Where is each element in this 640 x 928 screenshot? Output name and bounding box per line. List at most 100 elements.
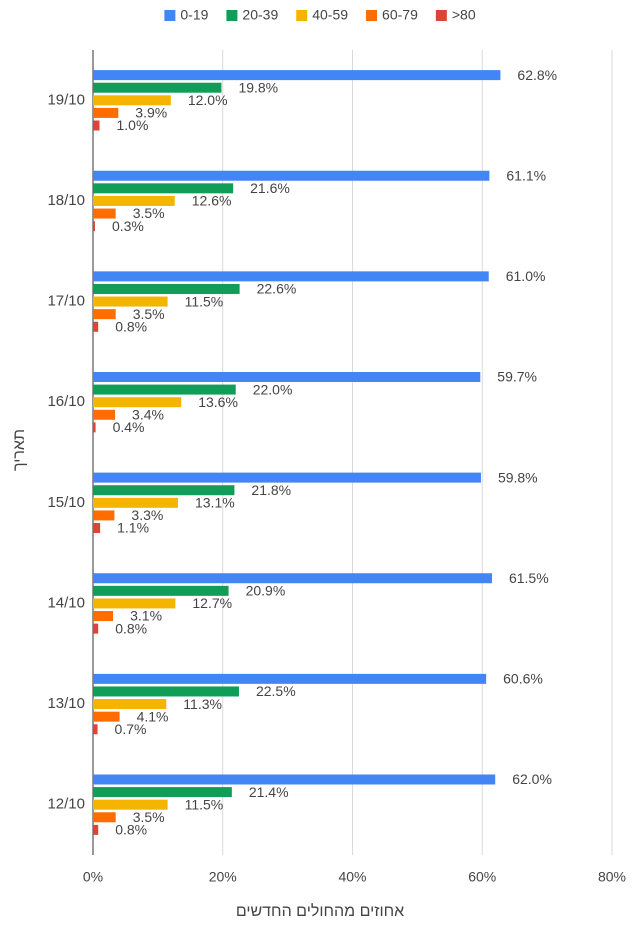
data-label: 0.3% bbox=[112, 218, 144, 234]
legend-swatch bbox=[226, 10, 238, 21]
y-tick-label: 13/10 bbox=[47, 695, 85, 712]
bar bbox=[93, 472, 481, 483]
data-label: 60.6% bbox=[503, 671, 543, 687]
data-label: 61.0% bbox=[506, 268, 546, 284]
data-label: 12.7% bbox=[192, 595, 232, 611]
data-label: 4.1% bbox=[137, 708, 169, 724]
bar bbox=[93, 510, 115, 521]
data-label: 21.6% bbox=[250, 180, 290, 196]
data-label: 12.0% bbox=[188, 92, 228, 108]
legend-swatch bbox=[435, 10, 447, 21]
bar bbox=[93, 497, 178, 508]
bar bbox=[93, 321, 99, 332]
legend-label: 40-59 bbox=[312, 7, 348, 23]
legend-label: >80 bbox=[452, 7, 476, 23]
y-tick-label: 14/10 bbox=[47, 594, 85, 611]
data-label: 3.5% bbox=[133, 809, 165, 825]
bar bbox=[93, 824, 99, 835]
bar bbox=[93, 787, 232, 798]
data-label: 22.5% bbox=[256, 683, 296, 699]
legend-swatch bbox=[366, 10, 378, 21]
x-tick-label: 0% bbox=[83, 869, 103, 885]
data-label: 0.7% bbox=[115, 721, 147, 737]
data-label: 21.4% bbox=[249, 784, 289, 800]
bar bbox=[93, 208, 116, 219]
data-label: 3.5% bbox=[133, 205, 165, 221]
bar bbox=[93, 523, 101, 534]
bar bbox=[93, 799, 168, 810]
data-label: 22.0% bbox=[253, 381, 293, 397]
bar bbox=[93, 686, 239, 697]
bar bbox=[93, 195, 175, 206]
data-label: 11.5% bbox=[185, 293, 224, 309]
data-label: 59.7% bbox=[497, 369, 537, 385]
y-tick-label: 19/10 bbox=[47, 91, 85, 108]
bar bbox=[93, 699, 167, 710]
data-label: 62.8% bbox=[517, 67, 557, 83]
x-axis-title: אחוזים מהחולים החדשים bbox=[236, 902, 404, 920]
data-label: 61.1% bbox=[506, 167, 546, 183]
legend-label: 0-19 bbox=[180, 7, 208, 23]
bar bbox=[93, 422, 96, 433]
bar bbox=[93, 673, 487, 684]
x-tick-label: 20% bbox=[209, 869, 237, 885]
data-label: 0.8% bbox=[115, 822, 147, 838]
data-label: 13.1% bbox=[195, 495, 235, 511]
bar bbox=[93, 598, 176, 609]
legend-label: 60-79 bbox=[382, 7, 418, 23]
bar bbox=[93, 95, 171, 106]
data-label: 11.5% bbox=[185, 796, 224, 812]
bar bbox=[93, 120, 100, 131]
data-label: 21.8% bbox=[251, 482, 291, 498]
y-tick-label: 15/10 bbox=[47, 494, 85, 511]
legend-swatch bbox=[296, 10, 308, 21]
bar bbox=[93, 585, 229, 596]
bar bbox=[93, 573, 492, 584]
bar bbox=[93, 774, 496, 785]
x-tick-label: 40% bbox=[338, 869, 366, 885]
bar bbox=[93, 623, 99, 634]
y-tick-label: 16/10 bbox=[47, 393, 85, 410]
bar bbox=[93, 271, 489, 282]
bar bbox=[93, 371, 481, 382]
y-tick-label: 12/10 bbox=[47, 796, 85, 813]
data-label: 61.5% bbox=[509, 570, 549, 586]
data-label: 11.3% bbox=[183, 696, 222, 712]
bar bbox=[93, 296, 168, 307]
x-tick-label: 80% bbox=[598, 869, 626, 885]
data-label: 19.8% bbox=[238, 79, 278, 95]
bar bbox=[93, 812, 116, 823]
bar bbox=[93, 170, 490, 181]
data-label: 3.5% bbox=[133, 306, 165, 322]
data-label: 20.9% bbox=[246, 583, 286, 599]
legend-label: 20-39 bbox=[242, 7, 278, 23]
bar bbox=[93, 309, 116, 320]
x-tick-label: 60% bbox=[468, 869, 496, 885]
bar bbox=[93, 409, 116, 420]
bar bbox=[93, 724, 98, 735]
bar bbox=[93, 611, 114, 622]
y-tick-label: 18/10 bbox=[47, 192, 85, 209]
data-label: 12.6% bbox=[192, 193, 232, 209]
data-label: 0.4% bbox=[113, 419, 145, 435]
data-label: 3.4% bbox=[132, 406, 164, 422]
legend-swatch bbox=[164, 10, 176, 21]
data-label: 3.1% bbox=[130, 608, 162, 624]
data-label: 1.0% bbox=[116, 117, 148, 133]
bar bbox=[93, 384, 236, 395]
bar bbox=[93, 183, 234, 194]
bar bbox=[93, 107, 119, 118]
bar bbox=[93, 283, 240, 294]
data-label: 62.0% bbox=[512, 771, 552, 787]
data-label: 0.8% bbox=[115, 620, 147, 636]
bar bbox=[93, 711, 120, 722]
bar bbox=[93, 397, 182, 408]
bar bbox=[93, 82, 222, 93]
data-label: 22.6% bbox=[257, 281, 297, 297]
y-axis-title: תאריך bbox=[11, 429, 28, 471]
bar bbox=[93, 485, 235, 496]
y-tick-label: 17/10 bbox=[47, 293, 85, 310]
data-label: 59.8% bbox=[498, 469, 538, 485]
bar bbox=[93, 221, 95, 232]
